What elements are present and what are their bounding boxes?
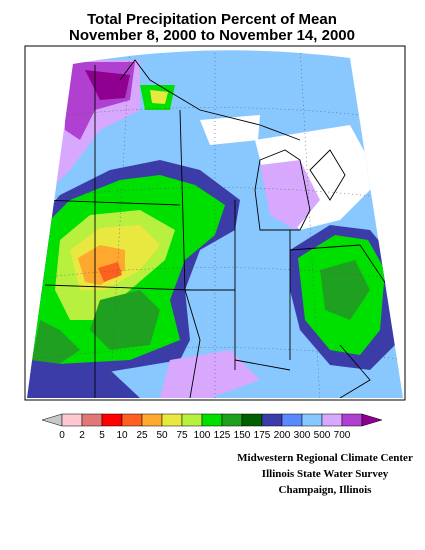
legend-swatch xyxy=(61,413,83,427)
title-line: Total Precipitation Percent of Mean xyxy=(87,11,337,28)
field-north-yellow xyxy=(150,90,168,104)
legend-label: 10 xyxy=(116,430,128,441)
field-midgreen xyxy=(30,320,80,370)
legend-swatch xyxy=(161,413,183,427)
legend-swatch xyxy=(341,413,363,427)
legend-swatch xyxy=(181,413,203,427)
legend-label: 75 xyxy=(176,430,188,441)
field-south-blue xyxy=(27,360,140,398)
credit-line: Illinois State Water Survey xyxy=(262,468,389,480)
credit-line: Midwestern Regional Climate Center xyxy=(237,452,413,464)
legend-swatch xyxy=(301,413,323,427)
legend-swatch xyxy=(141,413,163,427)
legend-swatch xyxy=(121,413,143,427)
state-lines xyxy=(39,59,391,399)
legend-swatch xyxy=(201,413,223,427)
legend-label: 175 xyxy=(254,430,271,441)
legend-label: 300 xyxy=(294,430,311,441)
state-borders xyxy=(27,50,403,399)
field-lavender-2 xyxy=(260,160,320,230)
legend-swatch xyxy=(281,413,303,427)
legend-swatch xyxy=(241,413,263,427)
legend-swatch xyxy=(81,413,103,427)
legend-label: 700 xyxy=(334,430,351,441)
legend-arrow xyxy=(361,413,383,427)
legend-label: 200 xyxy=(274,430,291,441)
legend-label: 100 xyxy=(194,430,211,441)
legend-swatch xyxy=(221,413,243,427)
legend-label: 0 xyxy=(59,430,65,441)
legend-swatch xyxy=(321,413,343,427)
legend-label: 125 xyxy=(214,430,231,441)
legend-label: 25 xyxy=(136,430,148,441)
legend-label: 150 xyxy=(234,430,251,441)
field-orangered xyxy=(98,262,122,282)
legend-arrow xyxy=(41,413,63,427)
legend: 0 2 5 10 25 50 75 100 125 150 175 200 300 500 700 xyxy=(41,413,383,441)
credit-line: Champaign, Illinois xyxy=(279,484,373,496)
field-dark-purple xyxy=(85,70,130,100)
field-white-2 xyxy=(200,115,260,145)
graticule xyxy=(27,50,403,399)
field-east-midgreen xyxy=(320,260,370,320)
legend-swatch xyxy=(261,413,283,427)
legend-label: 2 xyxy=(79,430,85,441)
title-line: November 8, 2000 to November 14, 2000 xyxy=(69,27,355,44)
legend-label: 500 xyxy=(314,430,331,441)
legend-swatch xyxy=(101,413,123,427)
legend-label: 5 xyxy=(99,430,105,441)
legend-label: 50 xyxy=(156,430,168,441)
field-midgreen-2 xyxy=(90,290,160,350)
precip-field xyxy=(27,50,403,399)
